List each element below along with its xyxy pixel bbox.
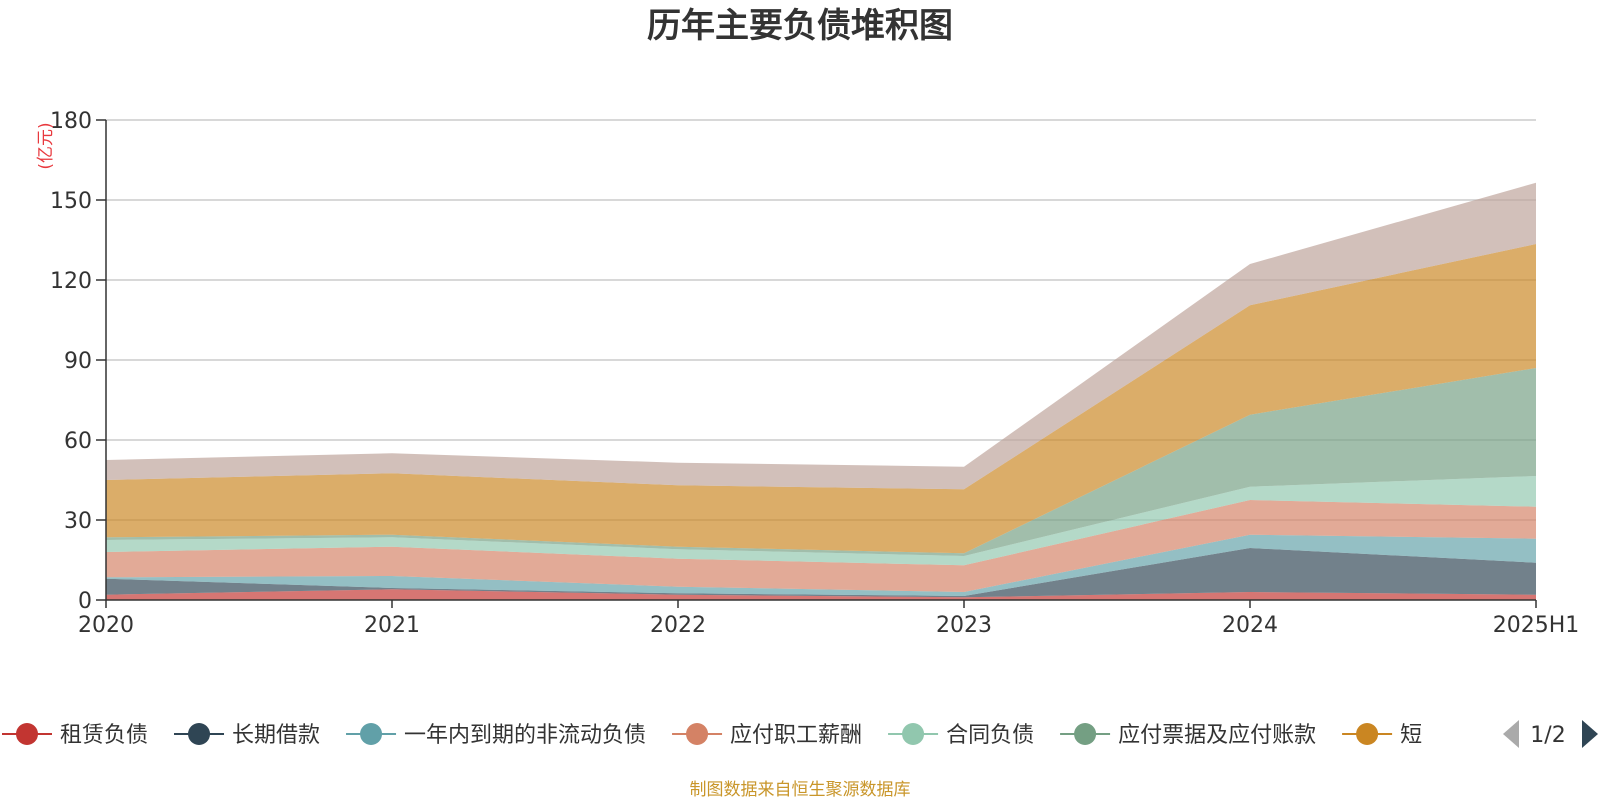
x-tick-label: 2021: [364, 613, 420, 638]
area-series-5: [106, 368, 1536, 556]
legend-item[interactable]: 应付票据及应付账款: [1060, 723, 1316, 748]
area-series-7: [106, 182, 1536, 490]
legend-label: 长期借款: [232, 723, 320, 748]
data-source-note: 制图数据来自恒生聚源数据库: [690, 780, 911, 800]
legend-marker-icon: [686, 723, 709, 745]
legend-item[interactable]: 合同负债: [888, 723, 1034, 748]
y-tick-label: 150: [50, 189, 92, 214]
legend-pager: 1/2: [1503, 720, 1598, 748]
y-tick-label: 30: [64, 509, 92, 534]
chart-title: 历年主要负债堆积图: [647, 6, 953, 46]
legend-prev-page-icon[interactable]: [1503, 720, 1519, 748]
x-axis-ticks: 2020 2021 2022 2023 2024 2025H1: [78, 600, 1579, 638]
legend-item[interactable]: 租赁负债: [2, 723, 148, 748]
legend-label: 应付职工薪酬: [730, 723, 862, 748]
legend-item[interactable]: 长期借款: [174, 723, 320, 748]
stacked-areas: [106, 182, 1536, 600]
y-tick-label: 180: [50, 109, 92, 134]
x-tick-label: 2025H1: [1493, 613, 1580, 638]
legend-label: 短: [1400, 723, 1422, 748]
legend-marker-icon: [1074, 723, 1097, 745]
legend-marker-icon: [1356, 723, 1379, 745]
legend-label: 应付票据及应付账款: [1118, 723, 1316, 748]
legend: 租赁负债 长期借款 一年内到期的非流动负债 应付职工薪酬 合同负债 应付票据及应付账款 短: [2, 723, 1422, 748]
y-tick-label: 0: [78, 589, 92, 614]
legend-label: 租赁负债: [60, 723, 148, 748]
x-tick-label: 2020: [78, 613, 134, 638]
legend-label: 一年内到期的非流动负债: [404, 723, 646, 748]
legend-label: 合同负债: [946, 723, 1034, 748]
y-tick-label: 120: [50, 269, 92, 294]
x-tick-label: 2023: [936, 613, 992, 638]
area-series-6: [106, 244, 1536, 554]
legend-marker-icon: [16, 723, 38, 745]
legend-item[interactable]: 一年内到期的非流动负债: [346, 723, 646, 748]
legend-next-page-icon[interactable]: [1582, 720, 1598, 748]
area-series-3: [106, 500, 1536, 592]
y-axis-unit-label: (亿元): [36, 122, 56, 169]
y-tick-label: 60: [64, 429, 92, 454]
legend-item[interactable]: 短: [1342, 723, 1422, 748]
area-series-0: [106, 589, 1536, 600]
legend-page-indicator: 1/2: [1530, 723, 1565, 748]
area-series-2: [106, 534, 1536, 596]
x-tick-label: 2024: [1222, 613, 1278, 638]
legend-item[interactable]: 应付职工薪酬: [672, 723, 862, 748]
area-series-1: [106, 548, 1536, 598]
x-tick-label: 2022: [650, 613, 706, 638]
legend-marker-icon: [188, 723, 211, 745]
y-tick-label: 90: [64, 349, 92, 374]
area-series-4: [106, 476, 1536, 566]
y-axis-ticks: 0 30 60 90 120 150 180: [50, 109, 106, 614]
legend-marker-icon: [902, 723, 925, 745]
legend-marker-icon: [360, 723, 383, 745]
